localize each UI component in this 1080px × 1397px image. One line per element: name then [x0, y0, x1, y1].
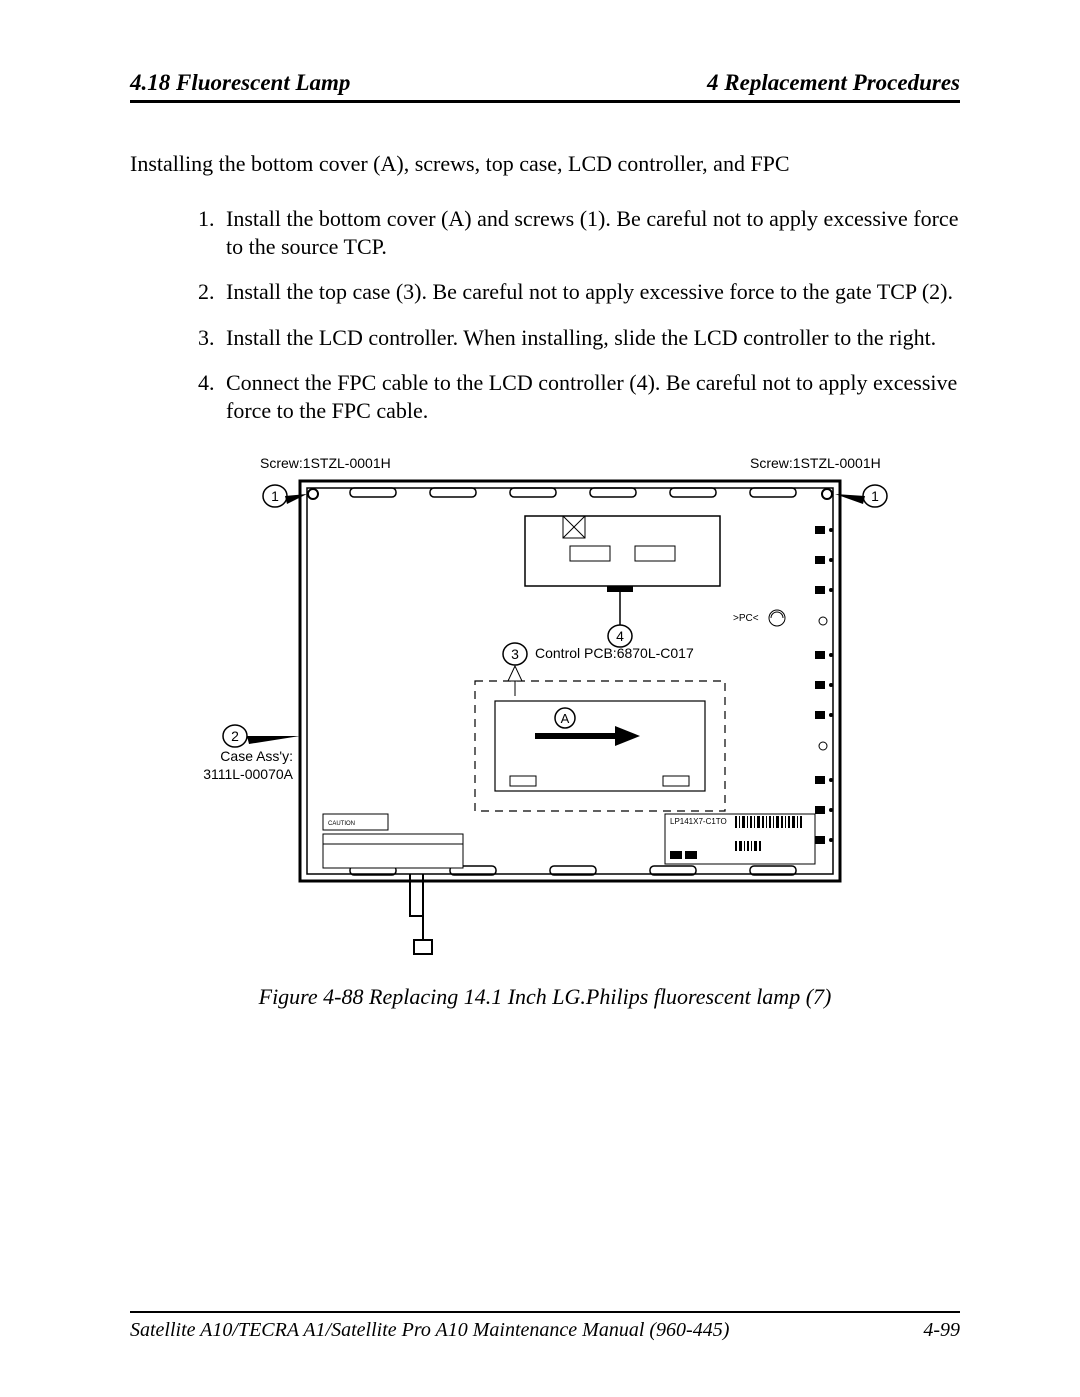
step-item: Install the LCD controller. When install…: [220, 324, 960, 352]
step-item: Connect the FPC cable to the LCD control…: [220, 369, 960, 424]
step-item: Install the bottom cover (A) and screws …: [220, 205, 960, 260]
header-left: 4.18 Fluorescent Lamp: [130, 70, 350, 96]
figure-diagram: >PC< CAUTION LP141X7-C1TO: [175, 446, 915, 956]
callout-4: 4: [616, 628, 624, 644]
callout-1r: 1: [871, 488, 879, 504]
footer-right: 4-99: [923, 1319, 960, 1342]
figure-block: >PC< CAUTION LP141X7-C1TO: [130, 446, 960, 1010]
case-assy-label-2: 3111L-00070A: [203, 766, 293, 782]
figure-caption: Figure 4-88 Replacing 14.1 Inch LG.Phili…: [130, 984, 960, 1010]
header-right: 4 Replacement Procedures: [707, 70, 960, 96]
page-footer: Satellite A10/TECRA A1/Satellite Pro A10…: [130, 1311, 960, 1342]
callout-3: 3: [511, 646, 519, 662]
screw-label-tl: Screw:1STZL-0001H: [260, 455, 391, 471]
step-list: Install the bottom cover (A) and screws …: [130, 205, 960, 424]
callout-A: A: [561, 711, 570, 726]
screw-label-tr: Screw:1STZL-0001H: [750, 455, 881, 471]
case-assy-label-1: Case Ass'y:: [220, 748, 293, 764]
svg-text:CAUTION: CAUTION: [328, 821, 355, 827]
control-pcb-label: Control PCB:6870L-C017: [535, 645, 694, 661]
page-header: 4.18 Fluorescent Lamp 4 Replacement Proc…: [130, 70, 960, 103]
footer-left: Satellite A10/TECRA A1/Satellite Pro A10…: [130, 1319, 729, 1342]
callout-1: 1: [271, 488, 279, 504]
intro-paragraph: Installing the bottom cover (A), screws,…: [130, 151, 960, 177]
pc-mark: >PC<: [733, 613, 759, 624]
callout-2: 2: [231, 728, 239, 744]
part-number: LP141X7-C1TO: [670, 817, 727, 826]
step-item: Install the top case (3). Be careful not…: [220, 278, 960, 306]
